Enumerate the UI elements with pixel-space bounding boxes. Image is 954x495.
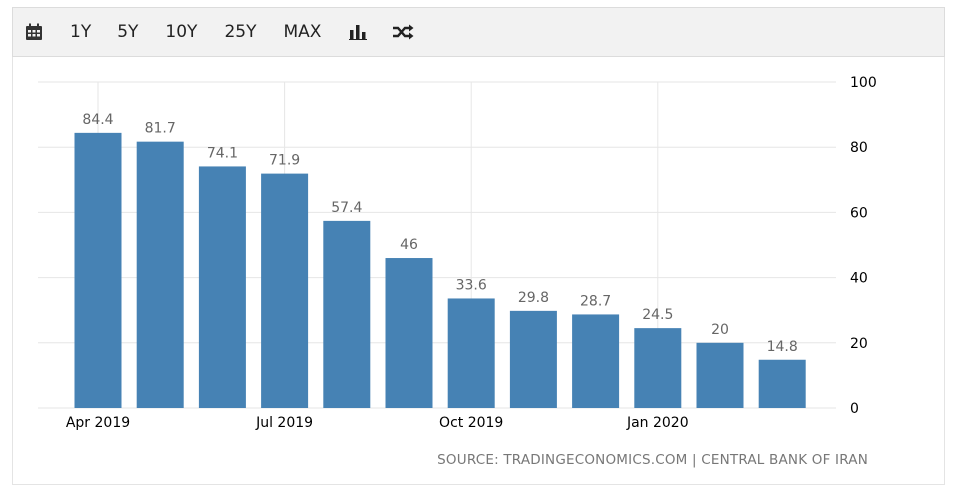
y-tick-label: 100 xyxy=(850,75,877,91)
data-label: 28.7 xyxy=(580,293,611,309)
data-label: 74.1 xyxy=(207,145,238,161)
range-5y-button[interactable]: 5Y xyxy=(117,22,139,42)
calendar-icon[interactable] xyxy=(23,8,45,56)
bar xyxy=(634,328,682,408)
data-label: 84.4 xyxy=(82,112,113,128)
bar xyxy=(572,314,620,408)
x-tick-label: Jan 2020 xyxy=(626,415,689,431)
bar xyxy=(136,141,184,408)
source-note: SOURCE: TRADINGECONOMICS.COM | CENTRAL B… xyxy=(437,452,868,468)
bar xyxy=(74,132,122,408)
y-tick-label: 60 xyxy=(850,205,868,221)
data-label: 14.8 xyxy=(767,339,798,355)
y-tick-label: 40 xyxy=(850,271,868,287)
chart-container xyxy=(12,57,945,485)
data-label: 71.9 xyxy=(269,153,300,169)
bar xyxy=(758,359,806,408)
range-1y-button[interactable]: 1Y xyxy=(70,22,92,42)
bar xyxy=(696,342,744,408)
toolbar: 1Y 5Y 10Y 25Y MAX xyxy=(12,7,945,57)
data-label: 20 xyxy=(711,322,729,338)
x-tick-label: Oct 2019 xyxy=(439,415,503,431)
x-tick-label: Apr 2019 xyxy=(66,415,130,431)
range-max-button[interactable]: MAX xyxy=(283,22,322,42)
bar xyxy=(509,310,557,408)
shuffle-icon[interactable] xyxy=(391,8,415,56)
data-label: 46 xyxy=(400,237,418,253)
bar xyxy=(261,173,309,408)
data-label: 29.8 xyxy=(518,290,549,306)
data-label: 81.7 xyxy=(145,121,176,137)
bar xyxy=(198,166,246,408)
bar-chart-icon[interactable] xyxy=(348,8,368,56)
bar xyxy=(447,298,495,408)
y-tick-label: 0 xyxy=(850,401,859,417)
x-tick-label: Jul 2019 xyxy=(255,415,313,431)
data-label: 24.5 xyxy=(642,307,673,323)
range-25y-button[interactable]: 25Y xyxy=(224,22,257,42)
data-label: 57.4 xyxy=(331,200,362,216)
y-tick-label: 80 xyxy=(850,140,868,156)
data-label: 33.6 xyxy=(456,277,487,293)
bar xyxy=(323,220,371,408)
range-10y-button[interactable]: 10Y xyxy=(165,22,198,42)
bar xyxy=(385,258,433,408)
y-tick-label: 20 xyxy=(850,336,868,352)
